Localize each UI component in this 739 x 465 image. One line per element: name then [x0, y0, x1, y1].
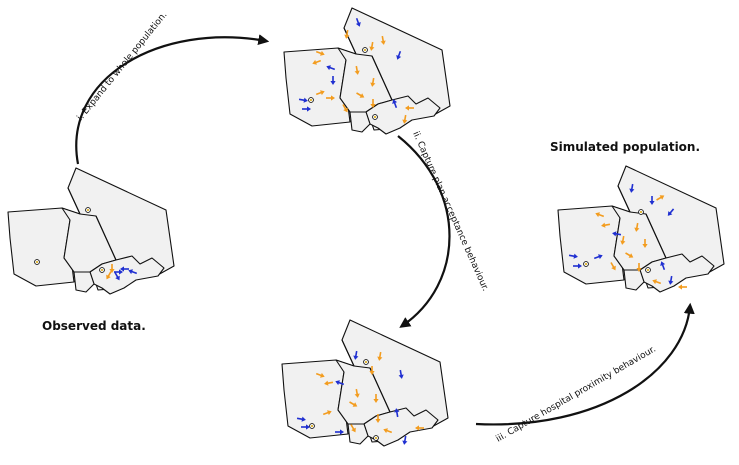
- orange-arrow: [350, 424, 356, 433]
- hospital-marker: [309, 423, 315, 429]
- blue-arrow: [394, 408, 400, 418]
- orange-arrow: [377, 351, 383, 361]
- blue-arrow: [353, 350, 359, 360]
- orange-arrow: [373, 394, 379, 403]
- blue-arrow: [612, 231, 622, 237]
- blue-arrow: [593, 254, 603, 260]
- blue-arrow: [128, 269, 138, 275]
- orange-arrow: [324, 380, 334, 386]
- blue-arrow: [335, 429, 344, 435]
- observed-map: [7, 167, 175, 295]
- orange-arrow: [370, 77, 376, 87]
- blue-arrow: [649, 196, 655, 205]
- simulated-map: [557, 165, 725, 293]
- blue-arrow: [573, 263, 582, 269]
- acceptance-map: [281, 319, 449, 447]
- blue-arrow: [335, 380, 345, 386]
- simulated-caption: Simulated population.: [550, 140, 700, 154]
- blue-arrow: [330, 76, 336, 85]
- orange-arrow: [601, 222, 611, 228]
- hospital-marker: [372, 114, 378, 120]
- hospital-marker: [34, 259, 40, 265]
- step-1-label: i. Expand to whole population.: [76, 10, 170, 123]
- orange-arrow: [636, 263, 642, 272]
- orange-arrow: [315, 90, 325, 96]
- blue-arrow: [120, 266, 129, 272]
- flow-arrow-expand: [75, 34, 270, 165]
- acceptance-arrows: [296, 350, 424, 445]
- blue-arrow: [301, 424, 310, 430]
- simulated-arrows: [568, 183, 687, 290]
- observed-caption: Observed data.: [42, 319, 146, 333]
- orange-arrow: [342, 104, 348, 113]
- hospital-marker: [308, 97, 314, 103]
- blue-arrow: [668, 275, 674, 285]
- orange-arrow: [375, 414, 381, 423]
- orange-arrow: [383, 428, 393, 434]
- orange-arrow: [595, 212, 605, 218]
- blue-arrow: [298, 97, 308, 103]
- blue-arrow: [398, 369, 404, 379]
- orange-arrow: [380, 35, 386, 45]
- blue-arrow: [114, 269, 123, 275]
- orange-arrow: [652, 279, 662, 285]
- hospital-marker: [363, 359, 369, 365]
- hospital-marker: [99, 267, 105, 273]
- hospital-marker: [583, 261, 589, 267]
- orange-arrow: [356, 92, 365, 98]
- step-2-label: ii. Capture plan acceptance behaviour.: [410, 130, 490, 293]
- hospital-marker: [638, 209, 644, 215]
- blue-arrow: [296, 416, 306, 422]
- blue-arrow: [568, 253, 578, 259]
- expanded-arrows: [298, 17, 414, 124]
- flow-arrow-proximity: [475, 302, 695, 426]
- orange-arrow: [354, 65, 360, 75]
- blue-arrow: [396, 50, 402, 60]
- blue-arrow: [667, 208, 675, 216]
- blue-arrow: [114, 272, 120, 281]
- orange-arrow: [402, 114, 408, 124]
- orange-arrow: [312, 59, 322, 65]
- orange-arrow: [326, 95, 335, 101]
- orange-arrow: [369, 41, 375, 51]
- flow-arrow-acceptance: [397, 135, 451, 328]
- orange-arrow: [369, 366, 375, 375]
- orange-arrow: [678, 284, 687, 290]
- orange-arrow: [315, 50, 325, 56]
- hospital-marker: [362, 47, 368, 53]
- step-3-label: iii. Capture hospital proximity behaviou…: [495, 344, 658, 444]
- blue-arrow: [402, 435, 408, 445]
- blue-arrow: [629, 183, 635, 193]
- blue-arrow: [355, 17, 361, 27]
- expanded-map: [283, 7, 451, 135]
- patient-arrows: [106, 17, 687, 445]
- orange-arrow: [322, 410, 332, 416]
- hospital-marker: [373, 435, 379, 441]
- blue-arrow: [326, 65, 336, 71]
- orange-arrow: [405, 105, 414, 111]
- orange-arrow: [642, 239, 648, 248]
- orange-arrow: [610, 262, 616, 271]
- blue-arrow: [392, 99, 398, 109]
- orange-arrow: [354, 388, 360, 398]
- orange-arrow: [415, 425, 424, 431]
- orange-arrow: [620, 235, 626, 245]
- blue-arrow: [660, 261, 666, 271]
- orange-arrow: [625, 252, 634, 258]
- orange-arrow: [349, 401, 358, 407]
- hospital-marker: [85, 207, 91, 213]
- orange-arrow: [656, 195, 665, 201]
- observed-arrows: [106, 264, 138, 281]
- blue-arrow: [302, 106, 311, 112]
- orange-arrow: [344, 29, 350, 39]
- orange-arrow: [109, 264, 115, 273]
- hospital-marker: [645, 267, 651, 273]
- orange-arrow: [370, 99, 376, 108]
- orange-arrow: [315, 372, 325, 378]
- orange-arrow: [106, 271, 112, 280]
- orange-arrow: [634, 222, 640, 232]
